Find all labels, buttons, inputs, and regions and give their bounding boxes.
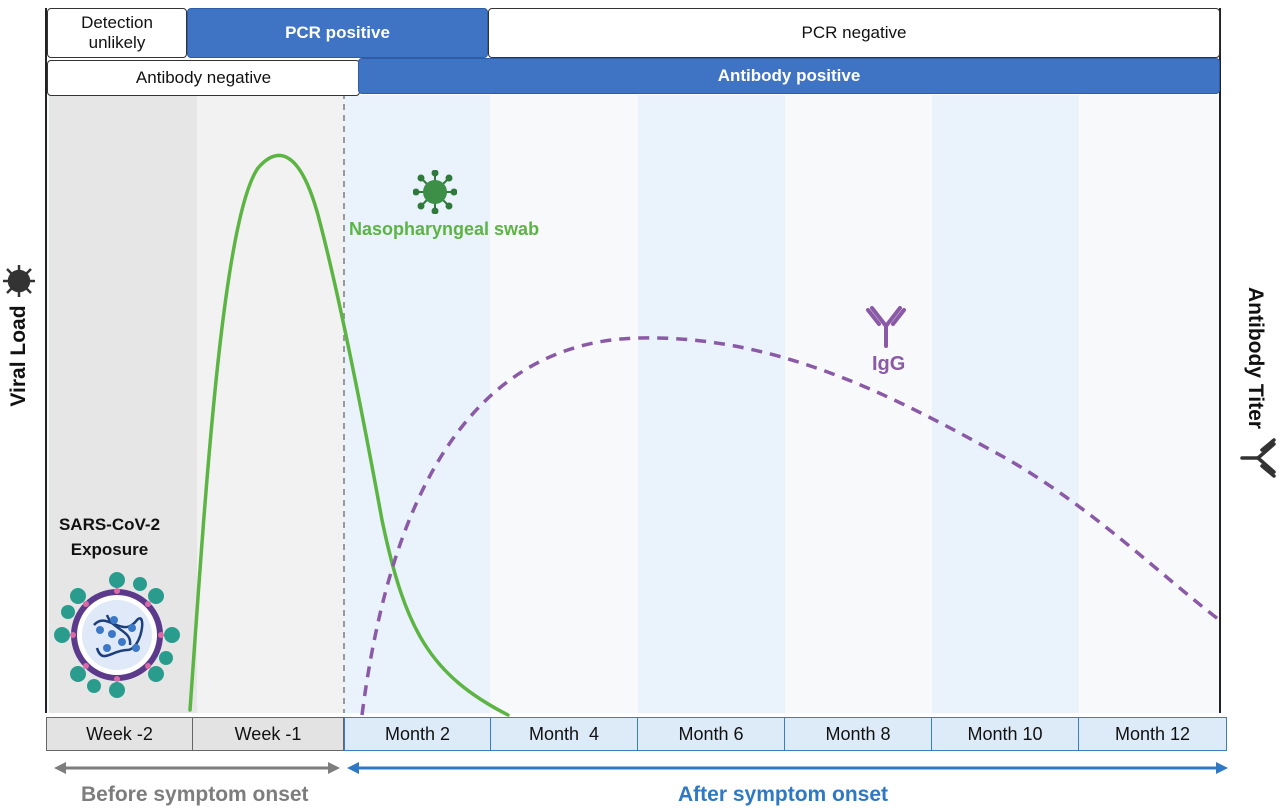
timeline-cell-month-2: Month 2: [344, 717, 491, 751]
igg-curve-label: IgG: [872, 353, 906, 375]
antibody-positive-label: Antibody positive: [717, 66, 861, 85]
timeline-cell-month-12: Month 12: [1078, 717, 1227, 751]
timeline-cell-label: Month 8: [825, 723, 891, 744]
timeline-cell-label: Month 10: [967, 723, 1043, 744]
timeline-cell-label: Month 6: [678, 723, 744, 744]
detection-unlikely-line1: Detection: [81, 13, 153, 32]
timeline-cell-label: Week -1: [234, 723, 302, 744]
viral-load-axis-label: Viral Load: [7, 305, 30, 407]
timeline-cell-label: Month 2: [384, 723, 451, 744]
timeline-cell-month-10: Month 10: [931, 717, 1079, 751]
antibody-titer-axis-label: Antibody Titer: [1244, 287, 1267, 429]
antibody-positive-box: Antibody positive: [358, 58, 1220, 94]
viral-load-curve: [188, 153, 510, 717]
after-onset-arrow: [347, 762, 1228, 774]
timeline-cell-month-4: Month 4: [490, 717, 638, 751]
timeline-cell-label: Week -2: [86, 723, 153, 744]
pcr-negative-label: PCR negative: [801, 23, 907, 42]
exposure-label-line2: Exposure: [70, 540, 149, 559]
coronavirus-particle-icon: [54, 572, 180, 698]
antibody-icon: [866, 306, 906, 348]
after-symptom-onset-label: After symptom onset: [678, 783, 889, 806]
timeline-cell-label: Month 12: [1114, 723, 1191, 744]
timeline-cell-month-6: Month 6: [637, 717, 785, 751]
before-onset-arrow: [54, 762, 340, 774]
phase-arrows: [54, 762, 1228, 774]
exposure-label: SARS-CoV-2 Exposure: [52, 512, 167, 562]
band-month-6: [638, 95, 785, 713]
antibody-negative-box: Antibody negative: [47, 60, 360, 96]
band-month-2: [344, 95, 490, 713]
viral-load-curve-label: Nasopharyngeal swab: [349, 219, 540, 239]
viral-load-virus-icon: [3, 265, 35, 297]
antibody-negative-label: Antibody negative: [135, 68, 272, 87]
pcr-positive-label: PCR positive: [285, 23, 390, 42]
virus-icon: [413, 170, 457, 214]
timeline-cell-month-8: Month 8: [784, 717, 932, 751]
detection-unlikely-box: Detection unlikely: [47, 8, 187, 58]
band-month-10: [932, 95, 1079, 713]
band-week-minus-1: [197, 95, 344, 713]
timeline-cell-week-minus-1: Week -1: [192, 717, 344, 751]
antibody-titer-icon: [1240, 438, 1276, 478]
timeline-cell-week-minus-2: Week -2: [46, 717, 193, 751]
igg-antibody-curve: [360, 336, 1224, 716]
detection-unlikely-line2: unlikely: [88, 33, 146, 52]
pcr-positive-box: PCR positive: [187, 8, 488, 58]
pcr-negative-box: PCR negative: [488, 8, 1220, 58]
exposure-label-line1: SARS-CoV-2: [58, 515, 161, 534]
before-symptom-onset-label: Before symptom onset: [81, 783, 309, 806]
timeline-cell-label: Month 4: [528, 723, 600, 744]
